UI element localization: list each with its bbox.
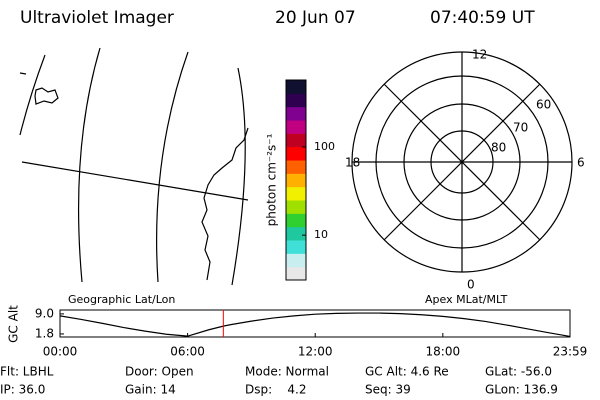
color-band bbox=[286, 93, 306, 108]
lat-label: 80 bbox=[491, 141, 506, 155]
map-grid bbox=[21, 161, 249, 201]
coastline bbox=[201, 127, 249, 281]
y-axis-label: GC Alt bbox=[7, 305, 21, 343]
color-band bbox=[286, 133, 306, 148]
polar-label: Apex MLat/MLT bbox=[425, 293, 508, 306]
title: Ultraviolet Imager bbox=[20, 8, 174, 28]
color-band bbox=[286, 226, 306, 241]
x-tick-label: 00:00 bbox=[43, 345, 78, 359]
polar-grid: 12 18 6 0 60 70 80 bbox=[345, 48, 585, 292]
color-band bbox=[286, 240, 306, 254]
coastline bbox=[34, 87, 59, 105]
info-field: Seq: 39 bbox=[365, 383, 411, 397]
mlt-label: 12 bbox=[472, 48, 487, 62]
y-tick-label: 9.0 bbox=[35, 306, 54, 320]
color-band bbox=[286, 146, 306, 161]
info-field: Mode: Normal bbox=[245, 365, 329, 379]
lat-label: 70 bbox=[513, 121, 528, 135]
mlt-label: 18 bbox=[345, 156, 360, 170]
info-field: Gain: 14 bbox=[125, 383, 176, 397]
info-field: Flt: LBHL bbox=[0, 365, 54, 379]
mlt-label: 6 bbox=[577, 156, 585, 170]
x-tick-label: 23:59 bbox=[553, 345, 588, 359]
info-field: GLon: 136.9 bbox=[485, 383, 558, 397]
color-band bbox=[286, 160, 306, 174]
color-band bbox=[286, 120, 306, 134]
x-tick-label: 18:00 bbox=[426, 345, 461, 359]
map-grid bbox=[19, 72, 27, 75]
color-band bbox=[286, 173, 306, 188]
lat-label: 60 bbox=[536, 98, 551, 112]
color-band bbox=[286, 200, 306, 214]
x-tick-label: 12:00 bbox=[298, 345, 333, 359]
y-tick-label: 1.8 bbox=[35, 326, 54, 340]
grid-line bbox=[383, 83, 541, 241]
map-grid bbox=[231, 67, 246, 286]
x-tick-label: 06:00 bbox=[170, 345, 205, 359]
map-grid bbox=[19, 54, 46, 136]
info-field: GC Alt: 4.6 Re bbox=[365, 365, 449, 379]
colorbar-frame bbox=[285, 79, 307, 281]
color-band bbox=[286, 106, 306, 121]
date: 20 Jun 07 bbox=[275, 8, 356, 28]
altitude-line bbox=[59, 312, 571, 338]
color-band bbox=[286, 213, 306, 228]
info-field: Door: Open bbox=[125, 365, 194, 379]
info-field: IP: 36.0 bbox=[0, 383, 45, 397]
mlt-label: 0 bbox=[467, 278, 475, 292]
map-grid bbox=[156, 51, 189, 283]
info-field: Dsp: 4.2 bbox=[245, 383, 307, 397]
colorbar-label: photon cm⁻²s⁻¹ bbox=[265, 133, 279, 226]
geo-map bbox=[19, 47, 249, 286]
color-band bbox=[286, 266, 306, 281]
info-field: GLat: -56.0 bbox=[485, 365, 552, 379]
geo-label: Geographic Lat/Lon bbox=[68, 293, 175, 306]
tick-label: 100 bbox=[314, 140, 335, 153]
map-grid bbox=[78, 47, 101, 283]
time: 07:40:59 UT bbox=[430, 8, 535, 28]
color-band bbox=[286, 186, 306, 201]
color-band bbox=[286, 80, 306, 94]
tick-label: 10 bbox=[314, 228, 328, 241]
color-band bbox=[286, 253, 306, 268]
